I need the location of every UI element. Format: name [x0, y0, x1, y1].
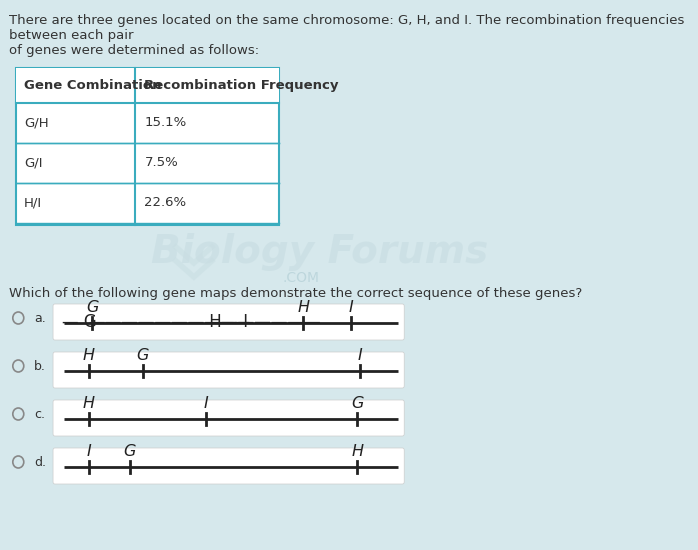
Text: Gene Combination: Gene Combination — [24, 79, 161, 92]
Text: ——: —— — [218, 313, 251, 331]
Text: G/I: G/I — [24, 157, 43, 169]
Text: ——————————————: —————————————— — [88, 313, 320, 331]
FancyBboxPatch shape — [53, 400, 404, 436]
Text: .COM: .COM — [282, 271, 319, 285]
FancyBboxPatch shape — [17, 68, 279, 225]
Text: H/I: H/I — [24, 196, 42, 210]
Text: a.: a. — [34, 311, 45, 324]
FancyBboxPatch shape — [53, 352, 404, 388]
Text: I: I — [348, 300, 353, 315]
Text: 22.6%: 22.6% — [144, 196, 186, 210]
FancyBboxPatch shape — [53, 448, 404, 484]
Text: I: I — [358, 348, 363, 363]
Text: I: I — [87, 444, 91, 459]
Text: There are three genes located on the same chromosome: G, H, and I. The recombina: There are three genes located on the sam… — [9, 14, 685, 57]
Text: Which of the following gene maps demonstrate the correct sequence of these genes: Which of the following gene maps demonst… — [9, 287, 582, 300]
Text: — G: — G — [62, 313, 97, 331]
Text: H: H — [83, 348, 95, 363]
FancyBboxPatch shape — [17, 68, 279, 103]
Text: H: H — [83, 396, 95, 411]
Text: b.: b. — [34, 360, 45, 372]
Text: G/H: G/H — [24, 117, 48, 129]
Text: Biology Forums: Biology Forums — [151, 233, 488, 271]
Text: G: G — [136, 348, 149, 363]
Text: I: I — [203, 396, 208, 411]
Text: 15.1%: 15.1% — [144, 117, 187, 129]
Text: Recombination Frequency: Recombination Frequency — [144, 79, 339, 92]
Text: —: — — [248, 313, 271, 331]
Text: G: G — [351, 396, 363, 411]
Text: G: G — [86, 300, 98, 315]
Text: I: I — [238, 313, 248, 331]
Text: G: G — [124, 444, 136, 459]
Text: H: H — [204, 313, 222, 331]
Text: H: H — [351, 444, 363, 459]
FancyBboxPatch shape — [53, 304, 404, 340]
Text: H: H — [297, 300, 309, 315]
Text: 7.5%: 7.5% — [144, 157, 178, 169]
Text: c.: c. — [34, 408, 45, 421]
Text: d.: d. — [34, 455, 46, 469]
